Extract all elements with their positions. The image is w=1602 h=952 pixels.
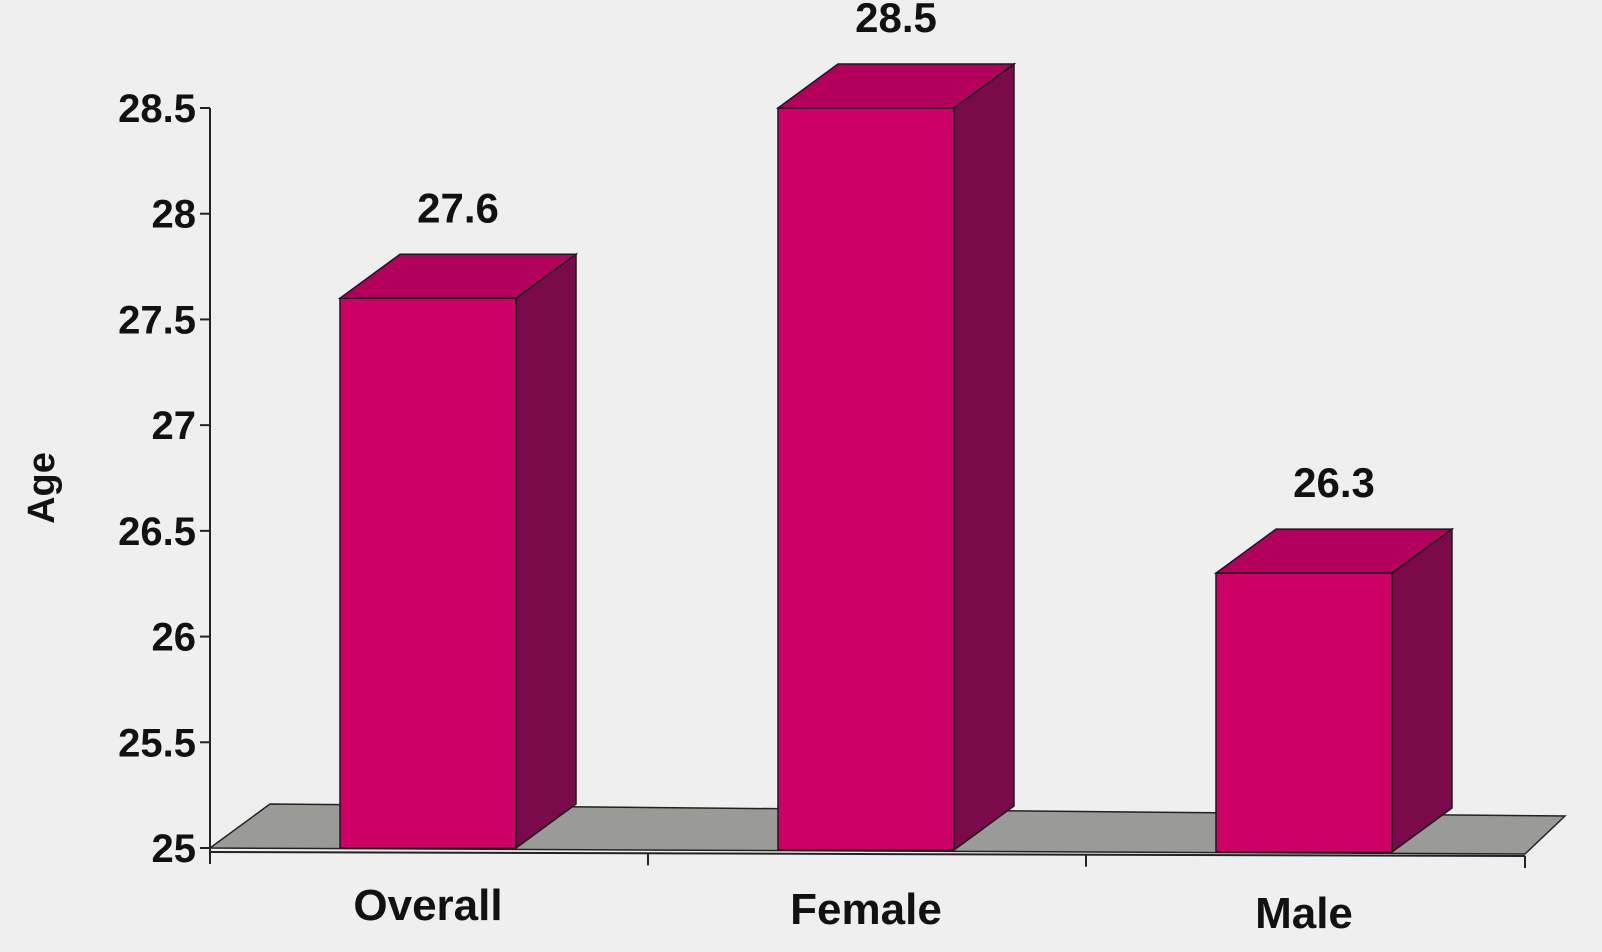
bar-female [775, 62, 1017, 852]
data-label: 28.5 [855, 0, 937, 41]
data-label: 26.3 [1293, 459, 1375, 506]
data-label: 27.6 [417, 184, 499, 231]
y-tick-label: 27 [152, 404, 197, 448]
x-category-label: Overall [353, 881, 502, 930]
bar-side-face [1391, 527, 1453, 854]
bar-front-face [1215, 572, 1393, 853]
bar-side-face [515, 252, 577, 850]
x-category-label: Female [790, 885, 942, 934]
bar-male [1213, 527, 1455, 854]
bar-front-face [777, 107, 955, 851]
bar-front-face [339, 297, 517, 849]
bar-side-face [953, 62, 1015, 852]
y-tick-label: 26.5 [118, 510, 196, 554]
y-axis-title: Age [21, 452, 63, 524]
y-tick-label: 26 [152, 616, 197, 660]
y-tick-label: 25 [152, 827, 197, 871]
y-tick-label: 28 [152, 193, 197, 237]
y-tick-label: 25.5 [118, 721, 196, 765]
y-tick-label: 28.5 [118, 87, 196, 131]
bar-overall [337, 252, 579, 850]
y-tick-label: 27.5 [118, 298, 196, 342]
x-axis-line [209, 851, 1526, 857]
x-category-label: Male [1255, 889, 1353, 938]
